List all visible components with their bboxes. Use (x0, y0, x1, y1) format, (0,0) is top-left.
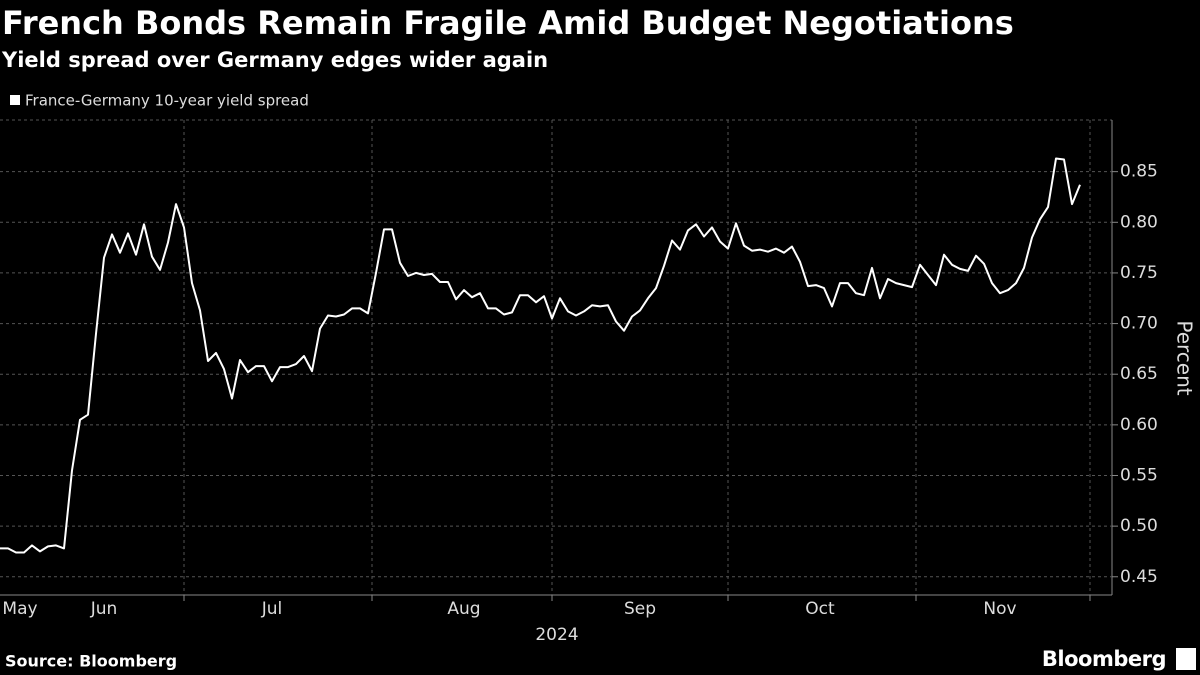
y-tick-label: 0.75 (1120, 263, 1158, 283)
y-tick-label: 0.70 (1120, 314, 1158, 334)
x-tick-label: Jul (261, 599, 283, 619)
source: Source: Bloomberg (5, 652, 177, 671)
y-tick-label: 0.50 (1120, 516, 1158, 536)
y-tick-label: 0.45 (1120, 567, 1158, 587)
x-tick-label: Nov (983, 599, 1016, 619)
legend-label: France-Germany 10-year yield spread (25, 92, 309, 110)
x-tick-label: Jun (90, 599, 118, 619)
y-tick-label: 0.65 (1120, 364, 1158, 384)
x-axis-title: 2024 (535, 625, 578, 645)
brand-icon (1176, 648, 1196, 670)
chart-subtitle: Yield spread over Germany edges wider ag… (1, 48, 548, 72)
y-tick-label: 0.55 (1120, 465, 1158, 485)
y-tick-label: 0.80 (1120, 212, 1158, 232)
brand: Bloomberg (1042, 647, 1166, 671)
y-tick-label: 0.60 (1120, 415, 1158, 435)
y-axis-title: Percent (1173, 320, 1197, 395)
x-tick-label: Oct (805, 599, 835, 619)
line-series (0, 157, 1081, 554)
x-tick-label: Sep (624, 599, 656, 619)
x-tick-label: May (2, 599, 37, 619)
chart-title: French Bonds Remain Fragile Amid Budget … (2, 4, 1014, 42)
y-tick-label: 0.85 (1120, 162, 1158, 182)
legend-swatch (10, 95, 20, 105)
x-tick-label: Aug (447, 599, 480, 619)
